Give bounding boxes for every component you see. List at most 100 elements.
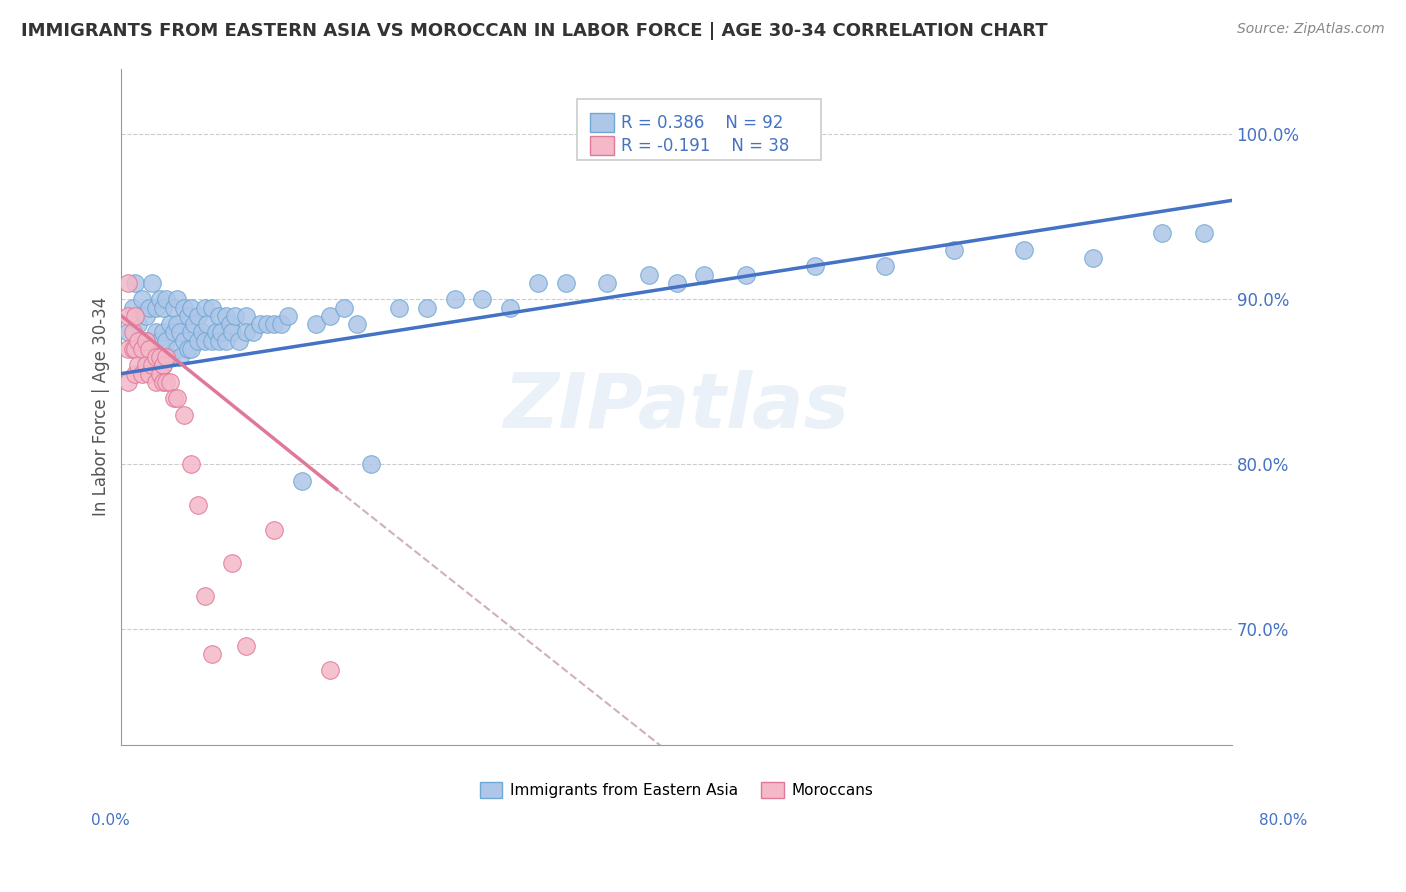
Point [163,392,186,406]
Point [1152,227,1174,241]
Point [388,301,411,315]
Point [735,268,758,282]
Point [145,326,167,340]
Point [197,317,219,331]
Point [221,326,243,340]
Point [249,317,271,331]
Point [152,359,174,373]
Point [166,392,188,406]
Point [152,301,174,315]
Point [135,309,157,323]
Point [121,326,143,340]
Point [263,317,285,331]
Text: Source: ZipAtlas.com: Source: ZipAtlas.com [1237,22,1385,37]
Point [141,359,163,373]
Point [135,359,157,373]
Point [131,293,153,307]
Point [121,301,143,315]
Point [665,276,688,290]
Point [1081,251,1104,265]
Point [180,457,202,471]
Point [201,647,224,661]
Point [159,350,181,364]
Point [224,309,246,323]
Point [127,334,149,348]
Point [138,367,160,381]
Point [117,309,139,323]
Point [194,589,217,603]
Point [346,317,368,331]
Point [155,334,177,348]
Point [180,342,202,356]
Point [873,260,896,274]
Point [637,268,659,282]
Point [256,317,278,331]
Point [145,350,167,364]
Point [131,367,153,381]
Point [214,309,236,323]
Point [180,301,202,315]
Point [194,334,217,348]
Point [149,367,172,381]
Point [318,309,340,323]
Point [124,276,146,290]
Point [187,499,209,513]
Point [693,268,716,282]
Point [173,301,195,315]
Point [173,408,195,422]
Point [207,334,229,348]
Point [235,309,257,323]
Point [149,293,172,307]
Point [138,334,160,348]
Point [145,375,167,389]
Point [242,326,264,340]
Point [155,375,177,389]
Point [131,334,153,348]
Point [117,326,139,340]
Point [214,334,236,348]
Point [1012,243,1035,257]
Point [135,334,157,348]
Point [183,317,205,331]
Point [131,342,153,356]
Point [187,334,209,348]
Point [166,342,188,356]
FancyBboxPatch shape [591,136,614,155]
Point [443,293,465,307]
Text: 0.0%: 0.0% [91,814,131,828]
Point [194,301,217,315]
Point [204,326,226,340]
Text: 80.0%: 80.0% [1260,814,1308,828]
Point [332,301,354,315]
Point [121,342,143,356]
Point [117,276,139,290]
Point [209,326,232,340]
Point [235,639,257,653]
Point [169,326,191,340]
Point [163,326,186,340]
Point [124,342,146,356]
Point [177,309,200,323]
Point [221,556,243,570]
Text: R = 0.386    N = 92: R = 0.386 N = 92 [621,113,783,132]
Point [554,276,576,290]
Point [166,317,188,331]
Point [145,350,167,364]
FancyBboxPatch shape [576,99,821,160]
Point [191,326,214,340]
Legend: Immigrants from Eastern Asia, Moroccans: Immigrants from Eastern Asia, Moroccans [474,776,880,805]
Point [360,457,382,471]
Point [124,367,146,381]
Point [138,342,160,356]
Text: R = -0.191    N = 38: R = -0.191 N = 38 [621,136,789,154]
Point [804,260,827,274]
Point [152,359,174,373]
Point [201,334,224,348]
Point [228,334,250,348]
Point [499,301,522,315]
Point [173,334,195,348]
Point [149,350,172,364]
Point [218,317,240,331]
Point [166,293,188,307]
Point [117,375,139,389]
